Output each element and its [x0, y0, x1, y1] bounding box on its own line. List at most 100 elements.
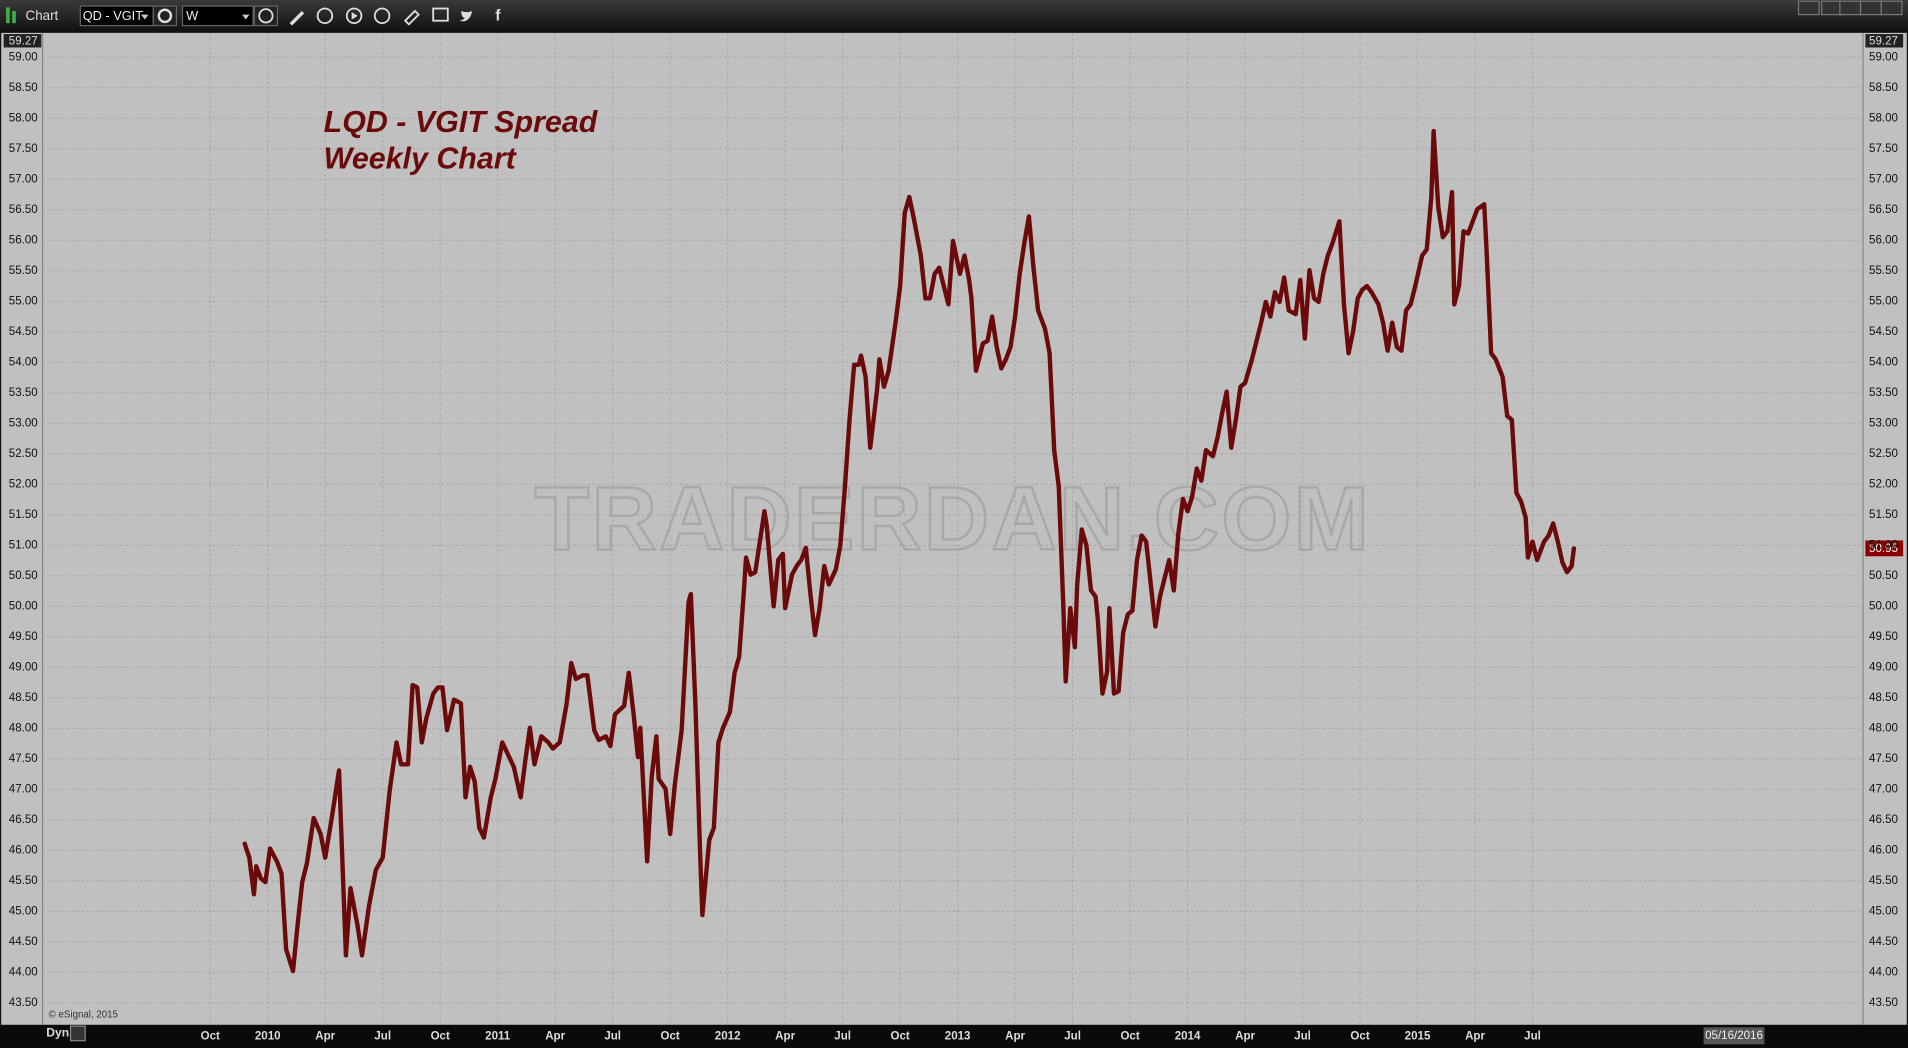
y-tick-label: 57.50	[9, 143, 38, 155]
cursor-date-label: 05/16/2016	[1705, 1030, 1763, 1042]
y-tick-label: 55.50	[9, 265, 38, 277]
tool-icon[interactable]	[316, 7, 334, 25]
minimize-button[interactable]	[1839, 0, 1862, 16]
x-tick-label: 2014	[1175, 1030, 1201, 1042]
close-button[interactable]	[1880, 0, 1903, 16]
watermark: TRADERDAN.COM	[534, 469, 1371, 570]
chart-title: LQD - VGIT Spread	[324, 105, 599, 139]
y-tick-label: 52.00	[9, 478, 38, 490]
axis-top-label: 59.27	[1869, 35, 1898, 47]
mode-label[interactable]: Dyn	[46, 1026, 69, 1040]
y-tick-label-right: 56.50	[1869, 204, 1898, 216]
x-tick-label: Jul	[1294, 1030, 1311, 1042]
toolbar	[0, 0, 1908, 32]
cursor-date-box	[1703, 1027, 1765, 1045]
chart-icon	[6, 7, 10, 24]
y-tick-label-right: 58.00	[1869, 112, 1898, 124]
eraser-icon[interactable]	[403, 9, 420, 26]
dropdown-arrow[interactable]	[141, 14, 149, 20]
y-tick-label: 46.00	[9, 844, 38, 856]
time-icon[interactable]	[258, 8, 274, 24]
settings-button[interactable]	[152, 5, 178, 27]
y-tick-label-right: 57.50	[1869, 143, 1898, 155]
x-tick-label: Jul	[1064, 1030, 1081, 1042]
dropdown-arrow[interactable]	[242, 14, 250, 20]
y-tick-label: 50.50	[9, 570, 38, 582]
y-tick-label: 48.00	[9, 722, 38, 734]
tool-icon[interactable]	[373, 7, 391, 25]
mode-button[interactable]	[69, 1025, 86, 1042]
x-tick-label: Jul	[1524, 1030, 1541, 1042]
y-tick-label-right: 51.50	[1869, 509, 1898, 521]
y-tick-label: 50.00	[9, 600, 38, 612]
y-tick-label: 57.00	[9, 173, 38, 185]
y-tick-label-right: 55.00	[1869, 295, 1898, 307]
interval[interactable]: W	[186, 8, 198, 23]
y-tick-label: 52.50	[9, 448, 38, 460]
x-tick-label: Jul	[604, 1030, 621, 1042]
y-tick-label: 55.00	[9, 295, 38, 307]
spread-line	[242, 128, 1577, 974]
y-tick-label-right: 59.00	[1869, 51, 1898, 63]
y-tick-label-right: 49.50	[1869, 631, 1898, 643]
settings-icon[interactable]	[157, 8, 173, 24]
maximize-button[interactable]	[1859, 0, 1882, 16]
symbol[interactable]: QD - VGIT	[83, 8, 143, 23]
window-title: Chart	[26, 8, 59, 23]
y-tick-label-right: 54.00	[1869, 356, 1898, 368]
y-tick-label: 48.50	[9, 692, 38, 704]
y-tick-label-right: 47.50	[1869, 753, 1898, 765]
x-tick-label: Oct	[890, 1030, 909, 1042]
restore-button[interactable]	[1820, 0, 1843, 16]
y-tick-label: 44.50	[9, 936, 38, 948]
x-tick-label: 2015	[1405, 1030, 1431, 1042]
x-tick-label: 2010	[255, 1030, 281, 1042]
chart-background	[1, 32, 1907, 1025]
y-tick-label: 51.00	[9, 539, 38, 551]
y-tick-label-right: 53.00	[1869, 417, 1898, 429]
twitter-icon[interactable]	[459, 10, 473, 22]
y-tick-label: 53.00	[9, 417, 38, 429]
y-tick-label: 43.50	[9, 997, 38, 1009]
y-tick-label: 49.00	[9, 661, 38, 673]
y-tick-label-right: 50.00	[1869, 600, 1898, 612]
last-value-box	[1865, 540, 1904, 557]
last-value-label: 50.95	[1869, 543, 1898, 555]
window-controls	[1797, 0, 1903, 16]
x-tick-label: Apr	[1235, 1030, 1255, 1042]
y-tick-label: 51.50	[9, 509, 38, 521]
help-button[interactable]	[1797, 0, 1820, 16]
chart-subtitle: Weekly Chart	[324, 142, 518, 176]
y-tick-label-right: 44.50	[1869, 936, 1898, 948]
y-tick-label-right: 48.50	[1869, 692, 1898, 704]
y-tick-label: 58.50	[9, 82, 38, 94]
x-tick-label: Oct	[1350, 1030, 1369, 1042]
draw-tool[interactable]	[289, 10, 305, 26]
y-tick-label-right: 51.00	[1869, 539, 1898, 551]
y-tick-label: 46.50	[9, 814, 38, 826]
play-icon[interactable]	[351, 12, 358, 20]
y-tick-label: 54.00	[9, 356, 38, 368]
y-tick-label-right: 50.50	[1869, 570, 1898, 582]
copyright: © eSignal, 2015	[49, 1010, 118, 1021]
x-tick-label: Oct	[431, 1030, 450, 1042]
y-tick-label: 47.00	[9, 783, 38, 795]
y-tick-label-right: 45.00	[1869, 905, 1898, 917]
y-tick-label-right: 55.50	[1869, 265, 1898, 277]
comment-icon[interactable]	[432, 7, 449, 22]
interval-box[interactable]	[181, 5, 254, 27]
y-tick-label: 49.50	[9, 631, 38, 643]
play-icon[interactable]	[345, 7, 363, 25]
y-tick-label-right: 48.00	[1869, 722, 1898, 734]
y-tick-label: 45.50	[9, 875, 38, 887]
axis-top-box	[3, 34, 42, 48]
y-tick-label-right: 43.50	[1869, 997, 1898, 1009]
y-tick-label-right: 52.00	[1869, 478, 1898, 490]
facebook-icon[interactable]: f	[495, 8, 501, 25]
x-tick-label: Oct	[661, 1030, 680, 1042]
y-tick-label-right: 44.00	[1869, 966, 1898, 978]
x-tick-label: Jul	[834, 1030, 851, 1042]
x-tick-label: 2013	[945, 1030, 971, 1042]
